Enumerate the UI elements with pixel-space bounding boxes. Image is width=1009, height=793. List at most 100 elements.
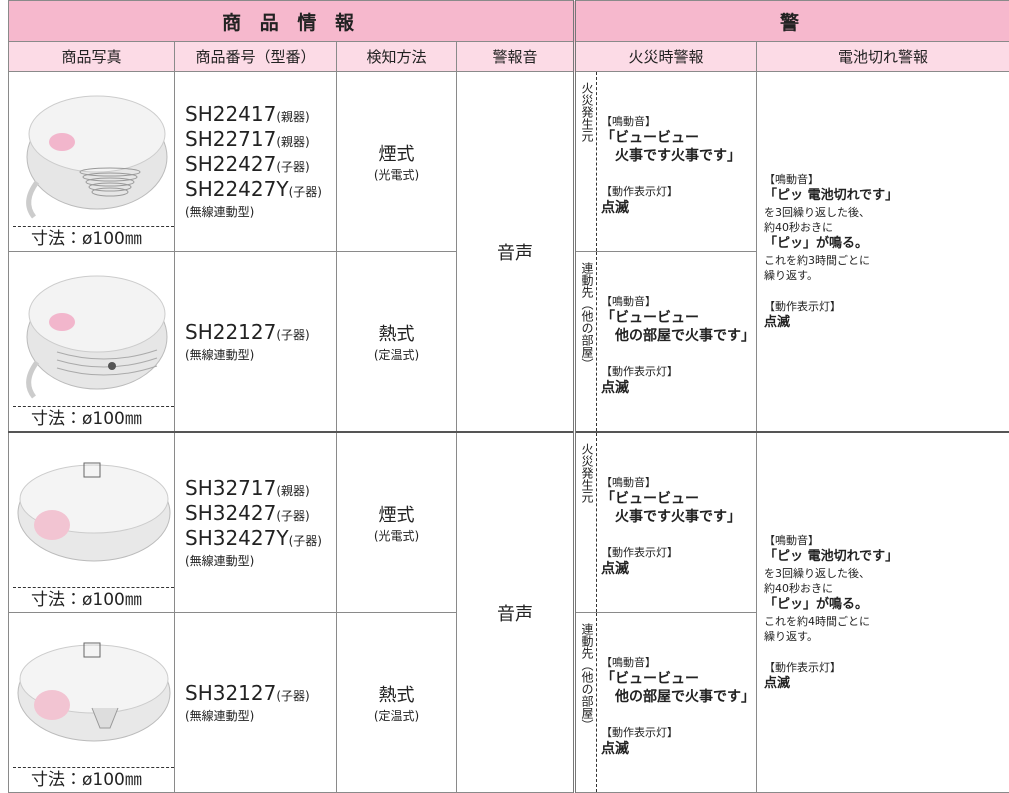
fire-place: 連動先（他の部屋） bbox=[576, 252, 597, 431]
model-role: (子器) bbox=[289, 534, 322, 548]
sound-text: 「ビュービュー bbox=[601, 309, 755, 327]
size-text: 寸法：ø100㎜ bbox=[31, 409, 142, 429]
photo-cell: 寸法：ø100㎜ bbox=[9, 252, 175, 433]
method-type: (定温式) bbox=[337, 346, 456, 363]
indicator bbox=[49, 133, 75, 151]
method: 煙式 bbox=[337, 140, 456, 166]
fire-content: 火災発生元【鳴動音】「ビュービュー火事です火事です」【動作表示灯】点滅 bbox=[576, 72, 756, 251]
product-table: 商 品 情 報 警 商品写真商品番号（型番）検知方法警報音火災時警報電池切れ警報… bbox=[8, 0, 1009, 793]
method-type: (光電式) bbox=[337, 166, 456, 183]
fire-place: 連動先（他の部屋） bbox=[576, 613, 597, 792]
detector-top bbox=[29, 96, 165, 172]
fire-place: 火災発生元 bbox=[576, 72, 597, 251]
lamp-label: 【動作表示灯】 bbox=[764, 660, 1009, 675]
method: 熱式 bbox=[337, 681, 456, 707]
product-photo bbox=[12, 72, 172, 222]
method-type: (光電式) bbox=[337, 527, 456, 544]
sound-label: 【鳴動音】 bbox=[601, 474, 741, 490]
lamp-text: 点滅 bbox=[764, 314, 1009, 332]
sensor bbox=[108, 362, 116, 370]
fire-cell: 連動先（他の部屋）【鳴動音】「ビュービュー他の部屋で火事です」【動作表示灯】点滅 bbox=[575, 252, 757, 433]
sound-text: 「ピッ 電池切れです」 bbox=[764, 548, 1009, 566]
size-label: 寸法：ø100㎜ bbox=[13, 587, 174, 612]
desc: を3回繰り返した後、 bbox=[764, 205, 1009, 220]
photo-cell: 寸法：ø100㎜ bbox=[9, 72, 175, 252]
sound-label: 【鳴動音】 bbox=[764, 533, 1009, 548]
lamp-label: 【動作表示灯】 bbox=[764, 299, 1009, 314]
sound-label: 【鳴動音】 bbox=[601, 293, 755, 309]
model-line: SH22127(子器) bbox=[185, 321, 336, 346]
sound-cell: 音声 bbox=[457, 432, 575, 793]
model-line: SH32717(親器) bbox=[185, 477, 336, 502]
model-role: (子器) bbox=[289, 185, 322, 199]
sound-label: 【鳴動音】 bbox=[601, 654, 755, 670]
repeat: これを約4時間ごとに bbox=[764, 614, 1009, 629]
photo-cell: 寸法：ø100㎜ bbox=[9, 432, 175, 613]
desc: 約40秒おきに bbox=[764, 220, 1009, 235]
sound-label: 【鳴動音】 bbox=[601, 113, 741, 129]
sound-text: 火事です火事です」 bbox=[601, 147, 741, 165]
product-photo bbox=[12, 252, 172, 402]
sound-text: 「ビュービュー bbox=[601, 670, 755, 688]
column-header: 商品写真 bbox=[9, 42, 175, 72]
indicator bbox=[34, 690, 70, 720]
model-role: (親器) bbox=[276, 110, 309, 124]
model-line: SH32427Y(子器) bbox=[185, 527, 336, 552]
size-label: 寸法：ø100㎜ bbox=[13, 406, 174, 431]
battery-cell: 【鳴動音】「ピッ 電池切れです」を3回繰り返した後、約40秒おきに「ピッ」が鳴る… bbox=[757, 432, 1009, 793]
sound-text: 他の部屋で火事です」 bbox=[601, 327, 755, 345]
model-number: SH22427 bbox=[185, 152, 276, 176]
method-cell: 煙式(光電式) bbox=[337, 432, 457, 613]
lamp-label: 【動作表示灯】 bbox=[601, 183, 741, 199]
size-text: 寸法：ø100㎜ bbox=[31, 229, 142, 249]
model-number: SH22127 bbox=[185, 320, 276, 344]
model-note: (無線連動型) bbox=[185, 203, 336, 220]
method-type: (定温式) bbox=[337, 707, 456, 724]
indicator bbox=[49, 313, 75, 331]
repeat: これを約3時間ごとに bbox=[764, 253, 1009, 268]
method: 煙式 bbox=[337, 501, 456, 527]
lamp-text: 点滅 bbox=[601, 560, 741, 578]
fire-body: 【鳴動音】「ビュービュー他の部屋で火事です」【動作表示灯】点滅 bbox=[597, 252, 755, 431]
fire-body: 【鳴動音】「ビュービュー他の部屋で火事です」【動作表示灯】点滅 bbox=[597, 613, 755, 792]
desc: を3回繰り返した後、 bbox=[764, 566, 1009, 581]
product-photo bbox=[12, 613, 172, 763]
model-line: SH22417(親器) bbox=[185, 103, 336, 128]
sound-text: 「ビュービュー bbox=[601, 490, 741, 508]
model-role: (親器) bbox=[276, 484, 309, 498]
fire-content: 連動先（他の部屋）【鳴動音】「ビュービュー他の部屋で火事です」【動作表示灯】点滅 bbox=[576, 613, 756, 792]
model-cell: SH22127(子器)(無線連動型) bbox=[175, 252, 337, 433]
method-cell: 熱式(定温式) bbox=[337, 252, 457, 433]
column-header: 警報音 bbox=[457, 42, 575, 72]
model-line: SH22427Y(子器) bbox=[185, 178, 336, 203]
model-note: (無線連動型) bbox=[185, 346, 336, 363]
size-label: 寸法：ø100㎜ bbox=[13, 767, 174, 792]
model-number: SH22427Y bbox=[185, 177, 289, 201]
method-cell: 煙式(光電式) bbox=[337, 72, 457, 252]
beep: 「ピッ」が鳴る。 bbox=[764, 596, 1009, 614]
desc: 約40秒おきに bbox=[764, 581, 1009, 596]
model-note: (無線連動型) bbox=[185, 552, 336, 569]
sound-text: 他の部屋で火事です」 bbox=[601, 688, 755, 706]
fire-body: 【鳴動音】「ビュービュー火事です火事です」【動作表示灯】点滅 bbox=[597, 433, 741, 612]
model-role: (子器) bbox=[276, 160, 309, 174]
battery-cell: 【鳴動音】「ピッ 電池切れです」を3回繰り返した後、約40秒おきに「ピッ」が鳴る… bbox=[757, 72, 1009, 433]
model-note: (無線連動型) bbox=[185, 707, 336, 724]
method: 熱式 bbox=[337, 320, 456, 346]
model-cell: SH22417(親器)SH22717(親器)SH22427(子器)SH22427… bbox=[175, 72, 337, 252]
lamp-text: 点滅 bbox=[601, 740, 755, 758]
lamp-label: 【動作表示灯】 bbox=[601, 363, 755, 379]
size-label: 寸法：ø100㎜ bbox=[13, 226, 174, 251]
fire-content: 連動先（他の部屋）【鳴動音】「ビュービュー他の部屋で火事です」【動作表示灯】点滅 bbox=[576, 252, 756, 431]
model-role: (子器) bbox=[276, 509, 309, 523]
fire-cell: 火災発生元【鳴動音】「ビュービュー火事です火事です」【動作表示灯】点滅 bbox=[575, 432, 757, 613]
lamp-text: 点滅 bbox=[764, 675, 1009, 693]
model-cell: SH32717(親器)SH32427(子器)SH32427Y(子器)(無線連動型… bbox=[175, 432, 337, 613]
lamp-label: 【動作表示灯】 bbox=[601, 544, 741, 560]
model-role: (子器) bbox=[276, 328, 309, 342]
size-text: 寸法：ø100㎜ bbox=[31, 770, 142, 790]
model-cell: SH32127(子器)(無線連動型) bbox=[175, 613, 337, 793]
